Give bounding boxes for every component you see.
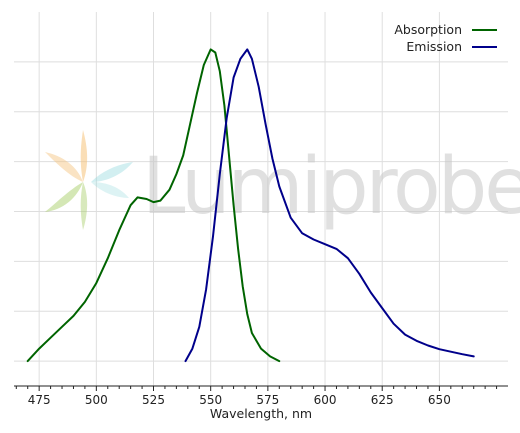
legend-label-emission: Emission [406, 39, 462, 54]
x-axis-title: Wavelength, nm [210, 406, 312, 421]
x-tick-label: 625 [371, 393, 394, 407]
legend-label-absorption: Absorption [394, 22, 462, 37]
x-axis: 475 500 525 550 575 600 625 650 [14, 385, 508, 407]
watermark: Lumiprobe [45, 130, 520, 232]
series-line-emission [184, 48, 475, 363]
x-tick-label: 525 [142, 393, 165, 407]
series-lines [26, 48, 475, 363]
x-tick-label: 575 [256, 393, 279, 407]
watermark-logo-icon [45, 130, 133, 230]
x-tick-label: 600 [314, 393, 337, 407]
x-tick-label: 475 [28, 393, 51, 407]
grid [14, 12, 508, 386]
watermark-text: Lumiprobe [142, 142, 520, 232]
x-tick-label: 500 [85, 393, 108, 407]
x-tick-label: 550 [199, 393, 222, 407]
legend: Absorption Emission [394, 22, 497, 54]
x-tick-label: 650 [428, 393, 451, 407]
series-line-absorption [26, 48, 281, 363]
